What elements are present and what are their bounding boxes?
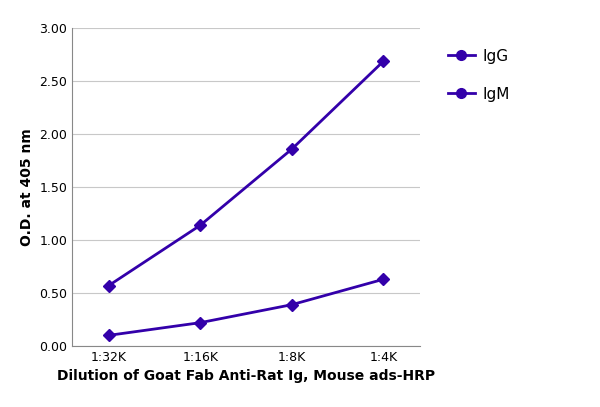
IgG bbox=[197, 223, 204, 228]
IgM bbox=[105, 333, 112, 338]
IgG bbox=[105, 283, 112, 288]
IgG bbox=[380, 59, 387, 64]
IgG bbox=[288, 147, 295, 151]
IgM bbox=[197, 320, 204, 325]
IgM bbox=[380, 277, 387, 282]
Line: IgG: IgG bbox=[104, 57, 388, 290]
Legend: IgG, IgM: IgG, IgM bbox=[442, 42, 516, 107]
X-axis label: Dilution of Goat Fab Anti-Rat Ig, Mouse ads-HRP: Dilution of Goat Fab Anti-Rat Ig, Mouse … bbox=[57, 370, 435, 383]
IgM bbox=[288, 302, 295, 307]
Line: IgM: IgM bbox=[104, 275, 388, 339]
Y-axis label: O.D. at 405 nm: O.D. at 405 nm bbox=[20, 128, 34, 246]
